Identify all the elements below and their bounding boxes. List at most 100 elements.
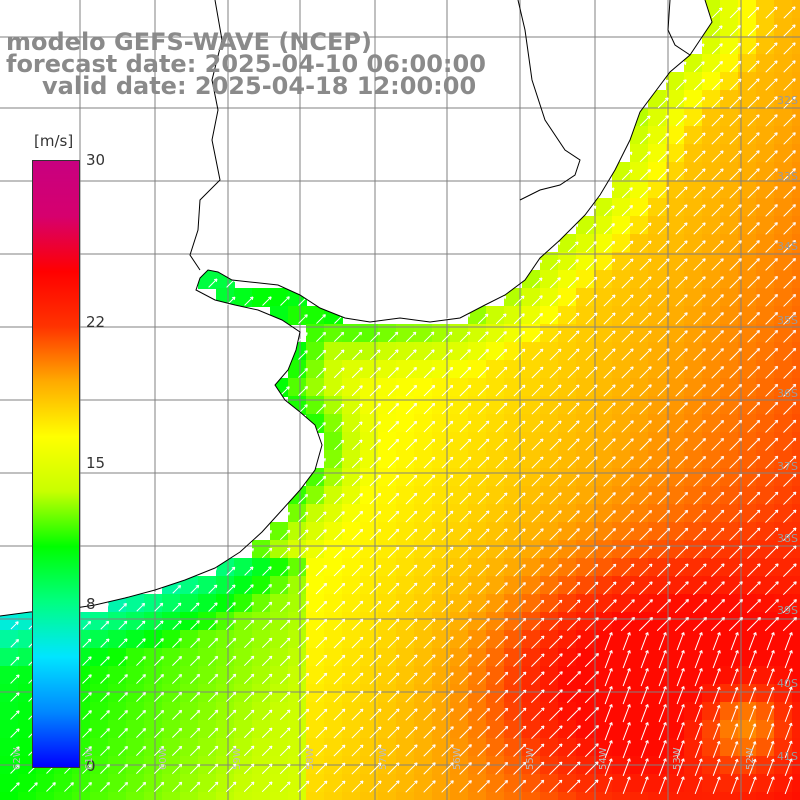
wind-cell: [774, 576, 793, 595]
wind-arrow: [639, 186, 652, 199]
wind-arrow: [351, 475, 363, 487]
wind-arrow: [459, 313, 471, 325]
wind-arrow: [549, 295, 561, 307]
wind-arrow: [333, 511, 345, 523]
wind-cell: [378, 432, 397, 451]
wind-arrow: [782, 563, 797, 578]
wind-cell: [144, 702, 163, 721]
wind-cell: [90, 774, 109, 793]
wind-arrow: [602, 599, 617, 614]
wind-arrow: [693, 79, 705, 91]
wind-cell: [666, 666, 685, 685]
wind-arrow: [675, 168, 688, 181]
wind-cell: [324, 414, 343, 433]
wind-arrow: [243, 691, 255, 703]
wind-cell: [684, 720, 703, 739]
wind-cell: [540, 792, 559, 800]
wind-cell: [756, 684, 775, 703]
wind-cell: [432, 522, 451, 541]
wind-arrow: [262, 566, 272, 576]
wind-cell: [522, 288, 541, 307]
wind-arrow: [729, 204, 742, 217]
wind-arrow: [369, 726, 382, 739]
wind-arrow: [567, 276, 580, 289]
wind-cell: [432, 792, 451, 800]
wind-cell: [288, 630, 307, 649]
wind-arrow: [603, 474, 616, 487]
wind-arrow: [711, 114, 724, 127]
wind-cell: [594, 792, 613, 800]
wind-arrow: [711, 509, 725, 523]
wind-arrow: [333, 744, 346, 757]
wind-arrow: [351, 564, 364, 577]
wind-arrow: [783, 491, 797, 505]
wind-cell: [774, 774, 793, 793]
wind-cell: [720, 720, 739, 739]
wind-arrow: [531, 635, 545, 649]
wind-arrow: [675, 545, 689, 559]
wind-cell: [126, 702, 145, 721]
wind-cell: [360, 630, 379, 649]
wind-cell: [378, 666, 397, 685]
wind-arrow: [747, 509, 761, 523]
wind-arrow: [423, 492, 436, 505]
wind-arrow: [747, 473, 761, 487]
wind-arrow: [639, 366, 652, 379]
wind-arrow: [441, 600, 454, 613]
wind-arrow: [100, 638, 110, 648]
wind-cell: [216, 774, 235, 793]
wind-arrow: [567, 474, 580, 487]
wind-arrow: [244, 566, 254, 576]
wind-cell: [666, 144, 685, 163]
wind-cell: [234, 684, 253, 703]
colorbar-tick-label: 0: [86, 757, 96, 775]
wind-arrow: [405, 528, 418, 541]
wind-arrow: [585, 420, 598, 433]
wind-arrow: [622, 632, 631, 651]
wind-cell: [450, 378, 469, 397]
wind-cell: [324, 558, 343, 577]
wind-cell: [414, 432, 433, 451]
wind-arrow: [351, 439, 363, 451]
wind-arrow: [315, 726, 328, 739]
wind-arrow: [747, 419, 761, 433]
wind-arrow: [603, 366, 616, 379]
wind-cell: [594, 702, 613, 721]
wind-arrow: [656, 617, 671, 632]
wind-cell: [666, 504, 685, 523]
wind-arrow: [658, 776, 667, 795]
wind-cell: [756, 702, 775, 721]
wind-arrow: [261, 691, 273, 703]
wind-arrow: [243, 763, 255, 775]
coast-line: [0, 0, 713, 617]
wind-arrow: [459, 546, 472, 559]
wind-arrow: [711, 366, 724, 379]
wind-arrow: [351, 600, 364, 613]
wind-arrow: [477, 582, 490, 595]
wind-arrow: [549, 617, 563, 631]
wind-cell: [684, 630, 703, 649]
wind-arrow: [477, 492, 490, 505]
wind-arrow: [100, 620, 110, 630]
wind-arrow: [387, 636, 400, 649]
wind-arrow: [585, 563, 599, 577]
wind-arrow: [729, 437, 743, 451]
wind-cell: [630, 720, 649, 739]
wind-cell: [252, 612, 271, 631]
wind-arrow: [315, 762, 328, 775]
wind-cell: [720, 702, 739, 721]
wind-cell: [792, 486, 800, 505]
wind-arrow: [604, 686, 613, 705]
wind-arrow: [243, 619, 255, 631]
wind-arrow: [746, 599, 761, 614]
wind-arrow: [639, 276, 652, 289]
wind-arrow: [657, 222, 670, 235]
wind-arrow: [297, 762, 310, 775]
wind-cell: [468, 432, 487, 451]
wind-arrow: [675, 348, 688, 361]
wind-arrow: [766, 632, 775, 651]
wind-arrow: [459, 762, 472, 775]
wind-arrow: [405, 654, 418, 667]
wind-arrow: [747, 258, 760, 271]
wind-arrow: [549, 581, 563, 595]
